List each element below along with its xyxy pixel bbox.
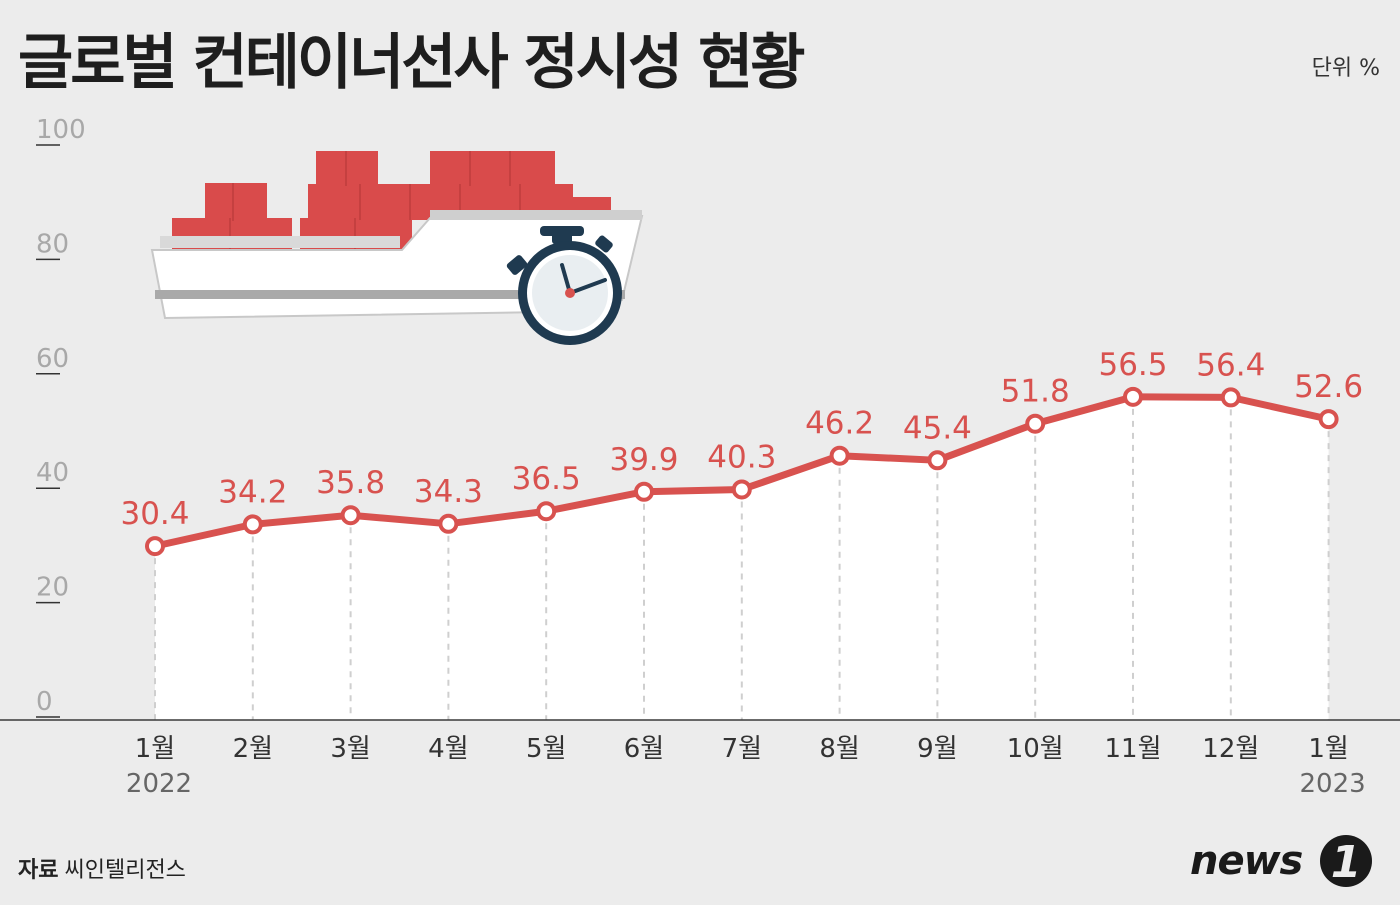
y-tick-label: 100	[36, 115, 86, 145]
source-label: 자료	[18, 858, 59, 883]
data-point	[1318, 409, 1339, 430]
data-label: 52.6	[1294, 369, 1363, 405]
data-point	[634, 481, 654, 502]
data-label: 36.5	[512, 461, 581, 497]
data-point	[1123, 386, 1143, 407]
logo-mark-icon: 1	[1320, 835, 1372, 888]
data-label: 56.5	[1098, 347, 1167, 383]
news1-logo: news 1	[1190, 832, 1380, 890]
data-point	[1025, 413, 1046, 434]
stopwatch-icon	[506, 226, 622, 345]
x-year-label: 2023	[1300, 769, 1366, 799]
data-point	[536, 501, 557, 522]
y-tick-label: 40	[36, 458, 69, 488]
data-point	[927, 450, 948, 471]
x-tick-label: 1월	[1308, 734, 1348, 764]
y-tick-label: 0	[36, 687, 53, 717]
y-tick-label: 20	[36, 573, 69, 603]
data-label: 35.8	[316, 465, 385, 501]
data-label: 56.4	[1196, 347, 1265, 383]
x-tick-label: 9월	[917, 734, 957, 764]
data-label: 39.9	[609, 442, 678, 478]
y-tick-label: 60	[36, 344, 69, 374]
chart-title: 글로벌 컨테이너선사 정시성 현황	[18, 28, 805, 98]
x-tick-label: 2월	[233, 734, 273, 764]
logo-text: news	[1190, 838, 1303, 884]
x-tick-label: 8월	[819, 734, 859, 764]
data-label: 34.2	[218, 474, 287, 510]
data-point	[829, 445, 850, 466]
source-note: 자료 씨인텔리전스	[18, 852, 186, 884]
source-name: 씨인텔리전스	[64, 858, 186, 883]
data-point	[340, 505, 361, 526]
x-tick-label: 4월	[428, 734, 468, 764]
x-tick-label: 3월	[330, 734, 370, 764]
y-tick-label: 80	[36, 229, 69, 259]
x-tick-label: 12월	[1202, 734, 1259, 764]
data-point	[731, 479, 752, 500]
data-point	[145, 536, 165, 557]
data-label: 34.3	[414, 474, 483, 510]
data-label: 46.2	[805, 406, 874, 442]
data-label: 30.4	[120, 496, 189, 532]
x-tick-label: 1월	[135, 734, 175, 764]
x-tick-label: 7월	[722, 734, 762, 764]
data-point	[242, 514, 263, 535]
logo-mark-text: 1	[1331, 837, 1362, 888]
data-label: 51.8	[1001, 374, 1070, 410]
x-year-label: 2022	[126, 769, 192, 799]
x-tick-label: 10월	[1007, 734, 1064, 764]
data-label: 40.3	[707, 439, 776, 475]
data-point	[438, 513, 459, 534]
data-label: 45.4	[903, 410, 972, 446]
unit-label: 단위 %	[1311, 56, 1380, 81]
data-point	[1220, 387, 1241, 408]
x-tick-label: 6월	[624, 734, 664, 764]
x-tick-label: 11월	[1104, 734, 1161, 764]
x-tick-label: 5월	[526, 734, 566, 764]
